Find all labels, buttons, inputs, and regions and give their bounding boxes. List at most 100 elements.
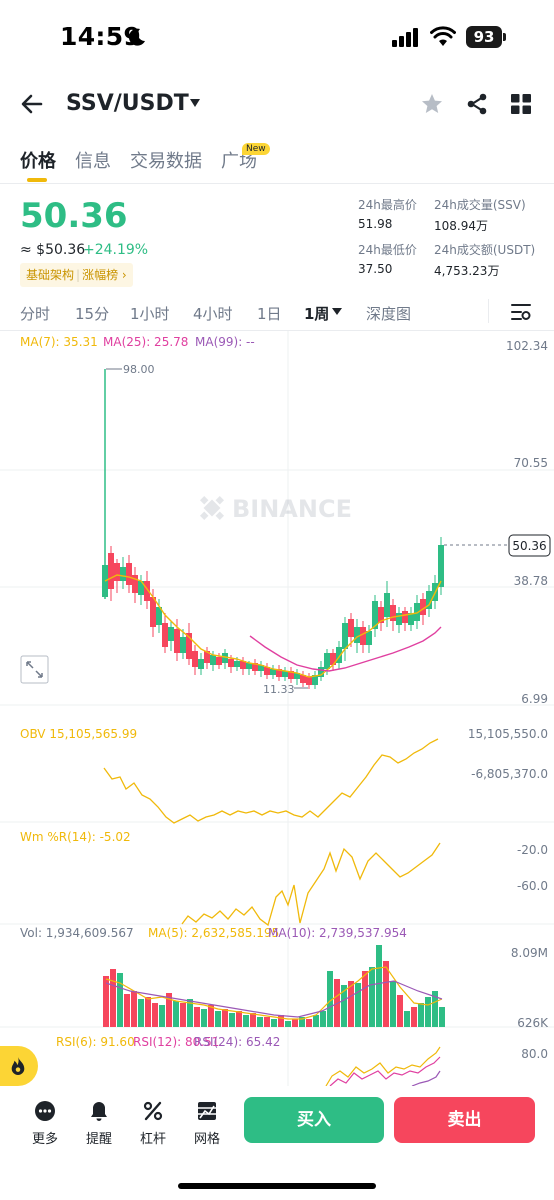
more-button[interactable]: 更多 [25, 1100, 65, 1147]
stat-vol-ssv-value: 108.94万 [434, 219, 488, 233]
leverage-label: 杠杆 [139, 1132, 166, 1147]
vol-ma5-legend: MA(5): 2,632,585.195 [148, 926, 279, 940]
chart-settings-icon[interactable] [510, 302, 532, 322]
rsi24-line [411, 1070, 441, 1086]
rsi12-line [329, 1056, 441, 1086]
stat-vol-ssv-label: 24h成交量(SSV) [434, 198, 526, 212]
stat-low-value: 37.50 [358, 262, 393, 276]
watermark-text: BINANCE [232, 495, 352, 523]
volume-bars [103, 945, 445, 1027]
interval-line[interactable]: 分时 [20, 305, 51, 323]
trough-label: 11.33 [263, 683, 295, 696]
wr-line [181, 842, 441, 927]
stat-vol-usdt-label: 24h成交额(USDT) [434, 243, 536, 257]
percent-icon [143, 1101, 163, 1121]
interval-4h[interactable]: 4小时 [193, 305, 233, 323]
wifi-icon [430, 26, 456, 46]
sell-button[interactable]: 卖出 [394, 1097, 535, 1143]
kline-chart[interactable]: BINANCE MA(7): 35.31 MA(25): 25.78 MA(99… [0, 331, 554, 1086]
more-label: 更多 [31, 1132, 58, 1147]
rsi12-legend: RSI(12): 80.51 [133, 1035, 219, 1049]
leverage-button[interactable]: 杠杆 [133, 1100, 173, 1147]
status-bar: 14:59 93 [0, 0, 554, 76]
wr-axis-bottom: -60.0 [517, 879, 548, 893]
hot-button[interactable] [0, 1046, 38, 1086]
rsi6-legend: RSI(6): 91.60 [56, 1035, 135, 1049]
chevron-right-icon: › [121, 268, 127, 282]
cellular-signal-icon [392, 28, 418, 47]
peak-label: 98.00 [123, 363, 155, 376]
tab-info[interactable]: 信息 [75, 151, 111, 172]
interval-1d[interactable]: 1日 [257, 305, 282, 323]
bell-icon [91, 1102, 107, 1121]
category-tags[interactable]: 基础架构 | 涨幅榜 › [20, 263, 133, 287]
moon-icon [128, 28, 145, 46]
favorite-star-icon[interactable] [420, 92, 444, 116]
obv-line [103, 738, 439, 824]
vol-ma10-line [105, 980, 443, 1018]
interval-1w[interactable]: 1周 [304, 305, 330, 323]
pair-selector[interactable]: SSV/USDT [66, 91, 189, 116]
ma25-line [249, 626, 442, 672]
back-arrow-icon[interactable] [20, 92, 44, 116]
grid-layout-icon[interactable] [511, 94, 531, 114]
rsi24-legend: RSI(24): 65.42 [194, 1035, 280, 1049]
stat-vol-usdt-value: 4,753.23万 [434, 264, 500, 278]
binance-watermark: BINANCE [199, 495, 352, 523]
battery-icon: 93 [466, 26, 506, 48]
vol-axis-bottom: 626K [517, 1016, 549, 1030]
obv-axis-bottom: -6,805,370.0 [471, 767, 548, 781]
obv-legend: OBV 15,105,565.99 [20, 727, 137, 741]
interval-depth[interactable]: 深度图 [366, 305, 412, 323]
axis-label-mid: 70.55 [514, 456, 548, 470]
vol-ma5-line [105, 966, 443, 1020]
grid-trading-button[interactable]: 网格 [187, 1100, 227, 1147]
fullscreen-icon[interactable] [20, 655, 49, 684]
tab-bar: 价格 信息 交易数据 广场 New [0, 143, 554, 183]
obv-axis-top: 15,105,550.0 [468, 727, 548, 741]
tab-price[interactable]: 价格 [20, 151, 56, 172]
tag-infrastructure[interactable]: 基础架构 [26, 268, 75, 282]
usd-price: ≈ $50.36 [20, 242, 86, 258]
pair-header: SSV/USDT [0, 82, 554, 128]
vol-axis-top: 8.09M [511, 946, 548, 960]
alert-button[interactable]: 提醒 [79, 1100, 119, 1147]
stat-high-label: 24h最高价 [358, 198, 417, 212]
ma99-legend: MA(99): -- [195, 335, 255, 349]
interval-15m[interactable]: 15分 [75, 305, 110, 323]
active-tab-indicator [27, 178, 47, 182]
caret-down-icon[interactable] [332, 308, 342, 316]
wr-axis-top: -20.0 [517, 843, 548, 857]
current-price-tag: 50.36 [512, 539, 546, 553]
tab-trading-data[interactable]: 交易数据 [130, 151, 202, 172]
axis-label-low: 38.78 [514, 574, 548, 588]
candlesticks [102, 369, 444, 689]
vol-ma10-legend: MA(10): 2,739,537.954 [268, 926, 407, 940]
more-icon [35, 1101, 55, 1121]
price-change: +24.19% [83, 242, 149, 258]
ma7-line [104, 574, 442, 678]
interval-1h[interactable]: 1小时 [130, 305, 170, 323]
bottom-action-bar: 更多 提醒 杠杆 网格 买入 卖出 [0, 1086, 554, 1200]
grid-label: 网格 [193, 1132, 220, 1147]
ma25-legend: MA(25): 25.78 [103, 335, 188, 349]
last-price: 50.36 [20, 196, 128, 236]
axis-label-bottom: 6.99 [521, 692, 548, 706]
axis-label-top: 102.34 [506, 339, 548, 353]
share-icon[interactable] [465, 92, 489, 116]
tab-square[interactable]: 广场 [221, 151, 257, 172]
caret-down-icon[interactable] [189, 98, 201, 108]
ma7-legend: MA(7): 35.31 [20, 335, 98, 349]
stat-low-label: 24h最低价 [358, 243, 417, 257]
grid-bot-icon [198, 1102, 216, 1120]
alert-label: 提醒 [85, 1132, 112, 1147]
vol-legend: Vol: 1,934,609.567 [20, 926, 134, 940]
tag-top-gainers[interactable]: 涨幅榜 [82, 268, 119, 282]
status-time: 14:59 [60, 22, 142, 51]
fire-icon [11, 1057, 25, 1075]
wr-legend: Wm %R(14): -5.02 [20, 830, 131, 844]
buy-button[interactable]: 买入 [244, 1097, 384, 1143]
home-indicator [178, 1183, 376, 1189]
new-badge: New [242, 143, 270, 155]
rsi-axis: 80.0 [521, 1047, 548, 1061]
